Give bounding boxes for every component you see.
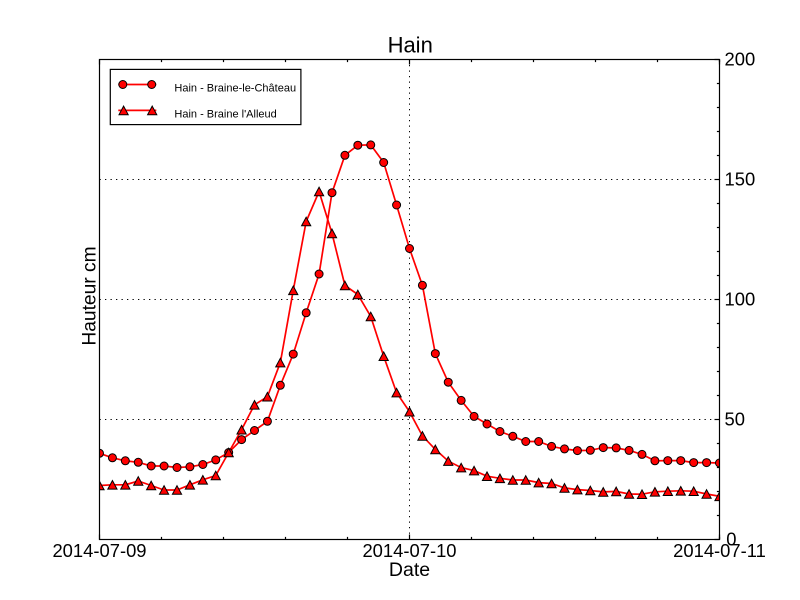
svg-text:150: 150 xyxy=(725,169,756,190)
svg-text:200: 200 xyxy=(725,49,756,70)
svg-text:Date: Date xyxy=(389,559,430,581)
svg-text:100: 100 xyxy=(725,289,756,310)
svg-text:2014-07-10: 2014-07-10 xyxy=(362,540,456,561)
svg-text:Hain - Braine l'Alleud: Hain - Braine l'Alleud xyxy=(174,108,276,120)
svg-text:Hain - Braine-le-Château: Hain - Braine-le-Château xyxy=(174,82,296,94)
svg-text:50: 50 xyxy=(725,409,745,430)
svg-text:0: 0 xyxy=(726,529,736,550)
svg-text:2014-07-11: 2014-07-11 xyxy=(673,540,766,561)
svg-text:2014-07-09: 2014-07-09 xyxy=(52,540,146,561)
svg-text:Hain: Hain xyxy=(388,33,433,58)
svg-text:Hauteur cm: Hauteur cm xyxy=(79,246,100,345)
